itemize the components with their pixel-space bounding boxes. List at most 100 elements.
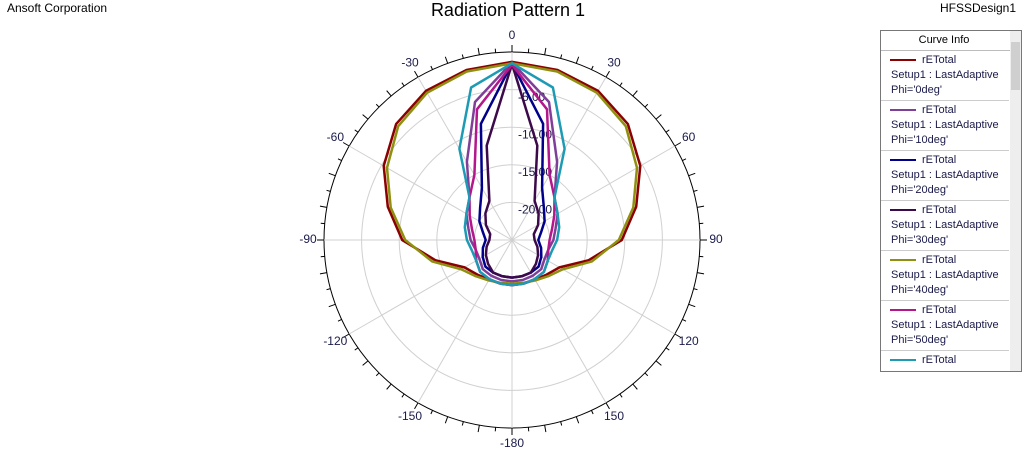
legend-setup: Setup1 : LastAdaptive (891, 69, 999, 81)
minor-tick (461, 54, 464, 59)
minor-tick (632, 383, 638, 390)
minor-tick (544, 47, 547, 55)
legend-title: Curve Info (919, 34, 970, 46)
theta-tick-label: 90 (709, 232, 723, 246)
legend-phi: Phi='10deg' (891, 134, 948, 146)
minor-tick (342, 333, 350, 338)
theta-tick-label: 120 (679, 334, 699, 348)
minor-tick (697, 205, 705, 208)
legend-phi: Phi='40deg' (891, 284, 948, 296)
minor-tick (401, 393, 405, 398)
theta-tick-label: -120 (323, 334, 347, 348)
legend-setup: Setup1 : LastAdaptive (891, 319, 999, 331)
company: Ansoft Corporation (7, 1, 107, 15)
legend-phi: Phi='20deg' (891, 184, 948, 196)
minor-tick (326, 189, 331, 192)
minor-tick (401, 82, 405, 87)
design-name: HFSSDesign1 (940, 1, 1016, 15)
theta-tick-label: 30 (607, 56, 621, 70)
minor-tick (354, 347, 359, 351)
minor-tick (682, 158, 687, 162)
grid-spoke (511, 76, 607, 241)
grid-spoke (417, 239, 513, 404)
minor-tick (337, 158, 342, 162)
minor-tick (362, 114, 369, 120)
minor-tick (644, 372, 649, 377)
theta-tick-label: -90 (299, 232, 317, 246)
minor-tick (619, 393, 623, 398)
minor-tick (605, 70, 610, 78)
legend-phi: Phi='50deg' (891, 334, 948, 346)
legend-phi: Phi='0deg' (891, 84, 942, 96)
minor-tick (430, 65, 434, 70)
minor-tick (632, 90, 638, 97)
minor-tick (693, 288, 698, 291)
theta-tick-label: -60 (327, 130, 345, 144)
legend-setup: Setup1 : LastAdaptive (891, 119, 999, 131)
minor-tick (575, 416, 580, 424)
minor-tick (386, 383, 392, 390)
minor-tick (319, 205, 327, 208)
minor-tick (674, 333, 682, 338)
minor-tick (688, 303, 696, 308)
minor-tick (461, 421, 464, 426)
pattern-curve (458, 62, 566, 287)
minor-tick (655, 360, 662, 366)
legend-name: rETotal (922, 104, 956, 116)
minor-tick (688, 172, 696, 177)
legend-name: rETotal (922, 304, 956, 316)
legend-name: rETotal (922, 204, 956, 216)
legend-setup: Setup1 : LastAdaptive (891, 269, 999, 281)
grid-spoke (417, 76, 513, 241)
minor-tick (414, 70, 419, 78)
theta-tick-label: 60 (682, 130, 696, 144)
minor-tick (328, 303, 336, 308)
legend-name: rETotal (922, 254, 956, 266)
minor-tick (375, 103, 380, 108)
minor-tick (354, 129, 359, 133)
minor-tick (430, 410, 434, 415)
theta-tick-label: -30 (401, 56, 419, 70)
minor-tick (605, 402, 610, 410)
minor-tick (375, 372, 380, 377)
minor-tick (477, 47, 480, 55)
legend-phi: Phi='30deg' (891, 234, 948, 246)
minor-tick (590, 65, 594, 70)
minor-tick (575, 56, 580, 64)
scrollbar[interactable] (1010, 31, 1021, 371)
theta-tick-label: -180 (500, 436, 524, 450)
minor-tick (697, 272, 705, 275)
legend-setup: Setup1 : LastAdaptive (891, 219, 999, 231)
legend-name: rETotal (922, 54, 956, 66)
minor-tick (674, 142, 682, 147)
minor-tick (444, 56, 449, 64)
scroll-thumb[interactable] (1011, 42, 1020, 90)
legend-name: rETotal (922, 354, 956, 366)
minor-tick (337, 318, 342, 322)
minor-tick (682, 318, 687, 322)
minor-tick (665, 347, 670, 351)
minor-tick (328, 172, 336, 177)
minor-tick (693, 189, 698, 192)
minor-tick (342, 142, 350, 147)
theta-tick-label: 150 (604, 409, 624, 423)
minor-tick (414, 402, 419, 410)
theta-tick-label: 0 (509, 28, 516, 42)
theta-tick-label: -150 (398, 409, 422, 423)
minor-tick (665, 129, 670, 133)
minor-tick (386, 90, 392, 97)
chart-title: Radiation Pattern 1 (431, 0, 585, 20)
minor-tick (655, 114, 662, 120)
minor-tick (560, 54, 563, 59)
minor-tick (644, 103, 649, 108)
minor-tick (319, 272, 327, 275)
legend-setup: Setup1 : LastAdaptive (891, 169, 999, 181)
minor-tick (326, 288, 331, 291)
legend-name: rETotal (922, 154, 956, 166)
minor-tick (444, 416, 449, 424)
grid-spoke (511, 239, 607, 404)
minor-tick (619, 82, 623, 87)
minor-tick (362, 360, 369, 366)
